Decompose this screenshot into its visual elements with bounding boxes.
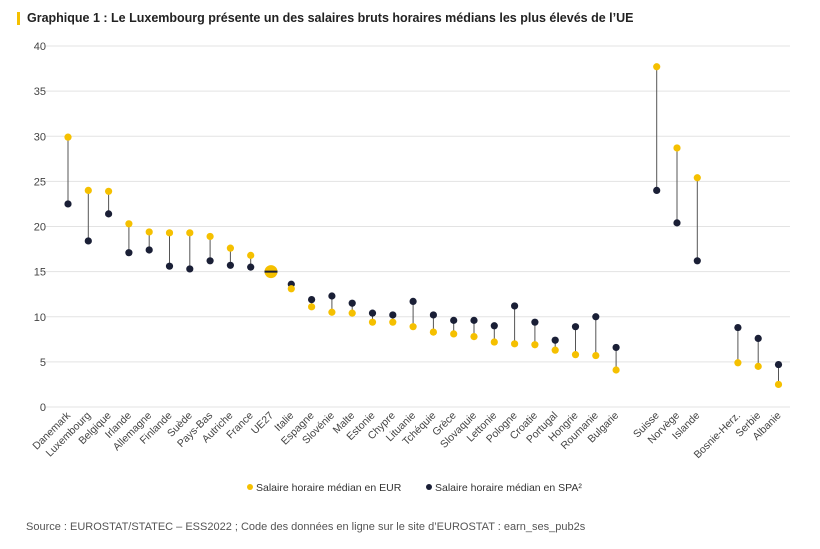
point-spa-Chypre — [389, 311, 397, 319]
point-eur-Lettonie — [490, 338, 498, 346]
x-category-label: UE27 — [249, 410, 276, 437]
point-eur-Autriche — [226, 244, 234, 252]
point-spa-Irlande — [125, 249, 133, 257]
point-eur-Luxembourg — [84, 186, 92, 194]
point-eur-Espagne — [308, 303, 316, 311]
point-spa-Norvège — [673, 219, 681, 227]
point-eur-Tchéquie — [429, 328, 437, 336]
point-spa-Pologne — [510, 302, 519, 310]
point-spa-Danemark — [64, 200, 72, 208]
point-eur-Pologne — [510, 340, 519, 348]
point-spa-Bulgarie — [612, 343, 620, 352]
point-spa-Serbie — [754, 334, 762, 343]
point-spa-Allemagne — [145, 246, 153, 254]
point-eur-Suisse — [653, 63, 661, 71]
point-eur-Hongrie — [571, 351, 580, 359]
point-spa-Roumanie — [592, 313, 600, 321]
point-spa-Suisse — [653, 186, 661, 194]
point-eur-Danemark — [64, 133, 72, 141]
point-spa-Hongrie — [571, 323, 580, 331]
point-spa-Tchéquie — [429, 311, 437, 319]
y-tick-label: 15 — [34, 267, 46, 279]
point-spa-Luxembourg — [84, 237, 92, 245]
point-eur-Roumanie — [592, 351, 600, 360]
point-spa-Belgique — [105, 210, 113, 218]
legend-label-eur: Salaire horaire médian en EUR — [256, 482, 402, 494]
point-spa-Espagne — [308, 296, 316, 304]
source-note: Source : EUROSTAT/STATEC – ESS2022 ; Cod… — [26, 521, 586, 533]
y-tick-label: 20 — [34, 222, 46, 234]
point-eur-Allemagne — [145, 228, 153, 236]
y-tick-label: 0 — [40, 402, 46, 414]
legend-label-spa: Salaire horaire médian en SPA² — [435, 482, 582, 494]
point-eur-Italie — [287, 285, 295, 293]
point-spa-Croatie — [531, 318, 539, 326]
point-spa-Albanie — [774, 360, 783, 369]
point-eur-Bosnie-Herz. — [734, 359, 742, 367]
point-eur-Albanie — [774, 380, 783, 389]
point-eur-Estonie — [368, 318, 377, 326]
point-eur-Lituanie — [409, 323, 417, 331]
point-eur-Bulgarie — [612, 366, 620, 374]
y-tick-label: 25 — [34, 176, 46, 188]
point-eur-Chypre — [389, 318, 397, 326]
point-eur-Malte — [348, 309, 356, 317]
point-eur-Islande — [693, 174, 701, 182]
point-spa-Lettonie — [490, 322, 498, 330]
point-eur-Portugal — [551, 346, 559, 354]
point-eur-Suède — [186, 229, 194, 237]
y-tick-label: 40 — [34, 41, 46, 53]
y-tick-label: 5 — [40, 357, 46, 369]
point-spa-Portugal — [551, 336, 559, 344]
point-spa-Estonie — [368, 309, 377, 317]
point-spa-France — [247, 263, 255, 271]
point-eur-Serbie — [754, 362, 762, 370]
point-spa-Islande — [693, 257, 701, 265]
point-eur-Slovénie — [328, 308, 336, 316]
point-spa-Slovaquie — [470, 316, 478, 324]
title-accent-bar — [17, 12, 20, 25]
legend-marker-spa — [426, 484, 432, 490]
point-spa-Autriche — [226, 261, 234, 269]
point-eur-Pays-Bas — [206, 232, 214, 241]
point-spa-Malte — [348, 299, 356, 307]
point-spa-Grèce — [450, 316, 458, 324]
y-tick-label: 30 — [34, 131, 46, 143]
point-eur-Finlande — [165, 229, 174, 237]
point-eur-Croatie — [531, 341, 539, 349]
point-spa-Pays-Bas — [206, 257, 214, 265]
chart-title: Graphique 1 : Le Luxembourg présente un … — [27, 11, 634, 25]
legend-marker-eur — [247, 484, 253, 490]
y-tick-label: 10 — [34, 312, 46, 324]
point-spa-Slovénie — [328, 292, 336, 300]
y-tick-label: 35 — [34, 86, 46, 98]
point-eur-Irlande — [125, 220, 133, 228]
point-spa-Lituanie — [409, 297, 417, 306]
point-eur-France — [247, 251, 255, 259]
point-spa-Bosnie-Herz. — [734, 323, 742, 332]
point-spa-Suède — [186, 265, 194, 273]
point-spa-Finlande — [165, 262, 174, 270]
point-eur-Grèce — [450, 330, 458, 338]
point-eur-Norvège — [673, 144, 681, 152]
point-eur-Slovaquie — [470, 333, 478, 341]
point-eur-Belgique — [105, 187, 113, 195]
